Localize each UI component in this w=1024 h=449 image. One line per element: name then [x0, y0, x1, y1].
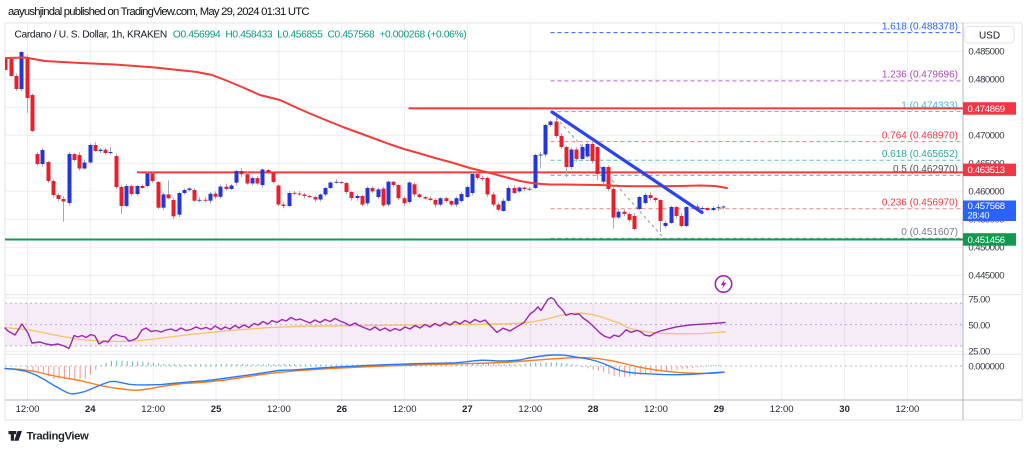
svg-text:Cardano / U. S. Dollar, 1h, KR: Cardano / U. S. Dollar, 1h, KRAKEN O0.456…: [15, 29, 467, 40]
svg-text:29: 29: [714, 404, 725, 415]
svg-text:aayushjindal published on Trad: aayushjindal published on TradingView.co…: [8, 6, 309, 18]
svg-text:12:00: 12:00: [393, 404, 417, 415]
svg-text:12:00: 12:00: [896, 404, 920, 415]
svg-text:USD: USD: [979, 30, 1000, 41]
svg-text:0.000000: 0.000000: [968, 362, 1004, 373]
svg-text:30: 30: [839, 404, 850, 415]
svg-text:0.485000: 0.485000: [968, 47, 1004, 58]
svg-text:TradingView: TradingView: [27, 431, 90, 443]
svg-text:12:00: 12:00: [16, 404, 40, 415]
svg-text:0.474869: 0.474869: [968, 104, 1005, 115]
svg-text:0.618 (0.465652): 0.618 (0.465652): [882, 149, 958, 160]
svg-text:0.460000: 0.460000: [968, 187, 1004, 198]
svg-text:26: 26: [337, 404, 348, 415]
svg-text:0.463513: 0.463513: [968, 165, 1005, 176]
svg-text:75.00: 75.00: [968, 294, 989, 305]
svg-text:28: 28: [588, 404, 599, 415]
svg-text:1 (0.474333): 1 (0.474333): [901, 100, 958, 111]
svg-text:12:00: 12:00: [267, 404, 291, 415]
svg-text:0.457568: 0.457568: [968, 201, 1005, 212]
svg-text:0.5 (0.462970): 0.5 (0.462970): [893, 164, 958, 175]
svg-text:0.236 (0.456970): 0.236 (0.456970): [882, 198, 958, 209]
svg-text:27: 27: [462, 404, 473, 415]
svg-text:12:00: 12:00: [518, 404, 542, 415]
svg-text:25: 25: [211, 404, 222, 415]
svg-text:28:40: 28:40: [968, 211, 990, 221]
svg-text:1.618 (0.488378): 1.618 (0.488378): [882, 21, 958, 32]
svg-text:0.764 (0.468970): 0.764 (0.468970): [882, 130, 958, 141]
svg-text:50.00: 50.00: [968, 320, 989, 331]
svg-text:1.236 (0.479696): 1.236 (0.479696): [882, 70, 958, 81]
svg-text:0.470000: 0.470000: [968, 131, 1004, 142]
svg-text:0.445000: 0.445000: [968, 271, 1004, 282]
svg-text:12:00: 12:00: [141, 404, 165, 415]
svg-text:0 (0.451607): 0 (0.451607): [901, 227, 958, 238]
svg-text:25.00: 25.00: [968, 347, 989, 358]
svg-text:12:00: 12:00: [644, 404, 668, 415]
svg-text:0.450000: 0.450000: [968, 243, 1004, 254]
svg-text:0.451456: 0.451456: [968, 235, 1005, 246]
svg-text:0.480000: 0.480000: [968, 75, 1004, 86]
svg-text:24: 24: [85, 404, 96, 415]
svg-text:12:00: 12:00: [770, 404, 794, 415]
